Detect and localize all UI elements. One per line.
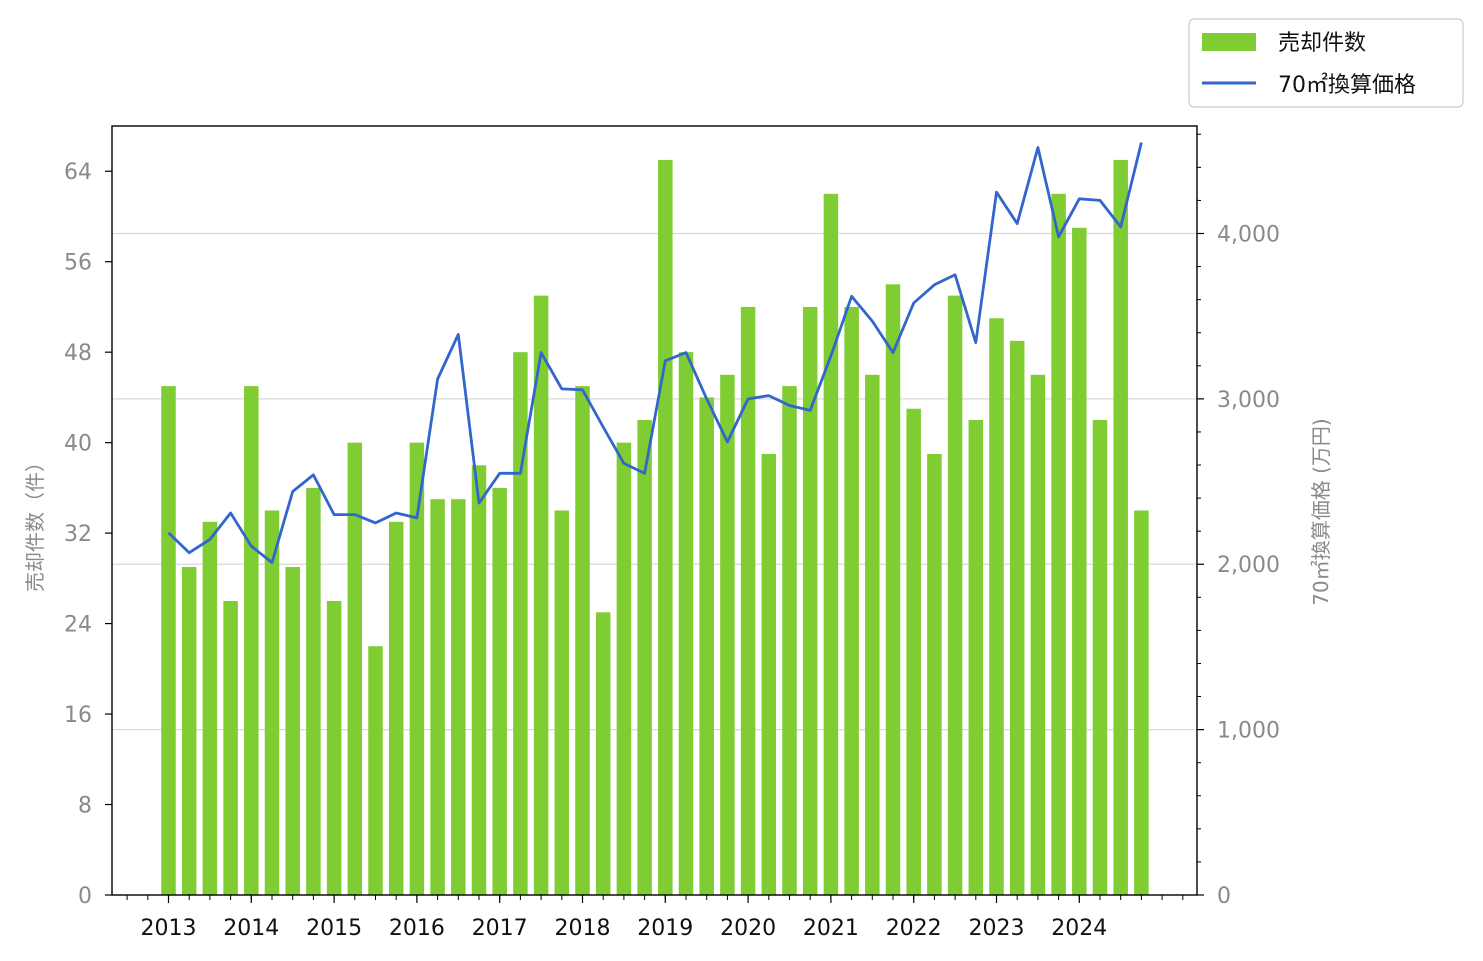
bar: [181, 567, 197, 895]
bar: [388, 521, 404, 895]
legend: 売却件数 70㎡換算価格: [1188, 18, 1464, 108]
bar: [1072, 227, 1087, 895]
bar: [306, 487, 321, 895]
bar: [285, 567, 300, 895]
bar: [575, 386, 590, 895]
x-tick-label: 2013: [141, 916, 197, 941]
y-right-tick-label: 3,000: [1217, 388, 1280, 413]
x-tick-label: 2024: [1051, 916, 1107, 941]
y-right-label: 70㎡換算価格 (万円): [1309, 418, 1333, 605]
bar: [761, 453, 777, 895]
x-tick-label: 2017: [472, 916, 528, 941]
bar: [244, 386, 259, 895]
y-left-tick-label: 56: [64, 251, 92, 276]
bar: [720, 374, 735, 895]
bar: [616, 442, 632, 895]
y-left-tick-label: 16: [64, 703, 92, 728]
bar: [968, 420, 984, 895]
axes: 0 8 16 24 32 40 48 56 64 0 1,000 2,000 3,000 4,000 201…: [64, 133, 1280, 941]
bar: [1030, 374, 1046, 895]
bar: [699, 397, 714, 895]
bar: [1134, 510, 1149, 895]
bar: [1092, 420, 1108, 895]
bar: [368, 646, 383, 895]
bar: [906, 408, 921, 895]
plot-frame: [111, 125, 1198, 896]
x-tick-label: 2022: [886, 916, 942, 941]
bar: [1051, 193, 1066, 896]
bar: [823, 193, 839, 896]
bar: [492, 487, 507, 895]
bar: [347, 442, 363, 895]
y-left-tick-label: 8: [78, 794, 92, 819]
bar: [740, 306, 756, 895]
bar-series: [161, 159, 1149, 896]
y-left-tick-label: 0: [78, 884, 92, 909]
bar: [451, 499, 466, 895]
bar: [1113, 159, 1128, 896]
bar: [658, 159, 673, 896]
legend-bar-swatch: [1202, 33, 1256, 51]
y-right-tick-label: 0: [1217, 884, 1231, 909]
x-tick-label: 2016: [389, 916, 445, 941]
bar: [989, 318, 1004, 895]
y-right-tick-label: 4,000: [1217, 222, 1280, 247]
x-tick-label: 2021: [803, 916, 859, 941]
bar: [202, 521, 218, 895]
bar: [264, 510, 280, 895]
bar: [223, 600, 238, 895]
bar: [513, 352, 528, 895]
price-line: [167, 142, 1143, 564]
bar: [161, 386, 176, 895]
bar: [865, 374, 880, 895]
bar: [782, 386, 797, 895]
bar: [802, 306, 818, 895]
legend-box: [1188, 18, 1464, 108]
y-left-label: 売却件数（件）: [23, 452, 47, 592]
bar: [844, 306, 859, 895]
x-tick-label: 2018: [555, 916, 611, 941]
legend-line-label: 70㎡換算価格: [1278, 72, 1416, 98]
bar: [471, 465, 487, 895]
x-tick-label: 2014: [223, 916, 279, 941]
bar: [1009, 340, 1025, 895]
bar: [409, 442, 425, 895]
bar: [533, 295, 549, 896]
x-tick-label: 2020: [720, 916, 776, 941]
bar: [554, 510, 570, 895]
bar: [637, 420, 652, 895]
bar: [430, 499, 445, 895]
y-left-tick-label: 24: [64, 613, 92, 638]
bar: [947, 295, 963, 896]
bar: [927, 453, 942, 895]
bar: [326, 600, 342, 895]
bar: [678, 352, 694, 895]
y-right-tick-label: 1,000: [1217, 719, 1280, 744]
y-left-tick-label: 40: [64, 432, 92, 457]
x-tick-label: 2023: [969, 916, 1025, 941]
x-tick-label: 2019: [637, 916, 693, 941]
bar: [885, 284, 901, 896]
y-left-tick-label: 64: [64, 160, 92, 185]
y-left-tick-label: 48: [64, 341, 92, 366]
legend-bar-label: 売却件数: [1278, 31, 1366, 56]
x-tick-label: 2015: [306, 916, 362, 941]
line-series: [167, 142, 1143, 564]
bar: [595, 612, 611, 895]
y-right-tick-label: 2,000: [1217, 553, 1280, 578]
y-left-tick-label: 32: [64, 522, 92, 547]
